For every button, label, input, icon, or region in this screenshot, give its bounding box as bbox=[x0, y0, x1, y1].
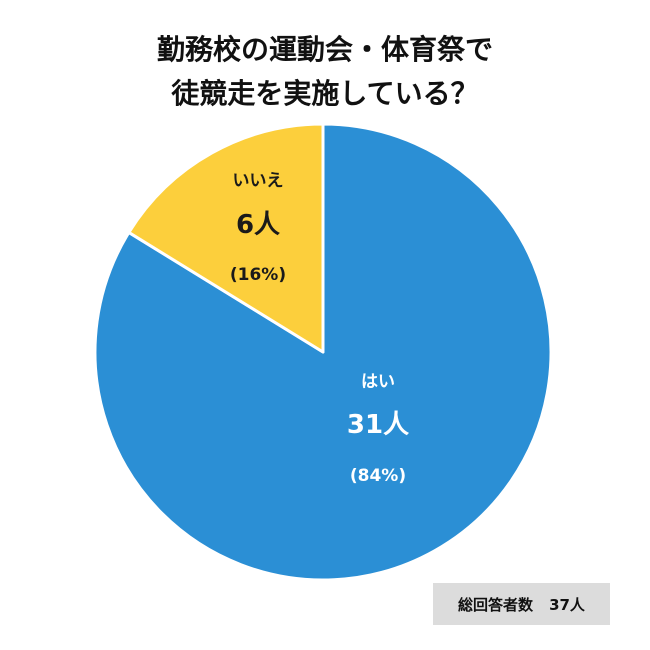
slice-label-no-name: いいえ bbox=[233, 171, 284, 191]
chart-title-line-1: 勤務校の運動会・体育祭で bbox=[156, 33, 493, 66]
total-respondents-value: 37人 bbox=[549, 595, 585, 614]
pie-slice-yes bbox=[93, 122, 553, 582]
total-respondents-box: 総回答者数 37人 bbox=[433, 583, 610, 625]
slice-label-no-count: 6人 bbox=[236, 210, 280, 240]
pie-slice-no bbox=[127, 122, 325, 354]
slice-label-yes-percent: (84%) bbox=[350, 466, 406, 486]
total-respondents-label: 総回答者数 bbox=[458, 595, 534, 614]
slice-label-yes-name: はい bbox=[361, 372, 395, 392]
slice-label-yes-count: 31人 bbox=[347, 410, 409, 440]
chart-title-line-2: 徒競走を実施している？ bbox=[171, 77, 479, 110]
slice-label-no-percent: (16%) bbox=[230, 265, 286, 285]
chart-title: 勤務校の運動会・体育祭で 徒競走を実施している？ bbox=[0, 28, 650, 116]
